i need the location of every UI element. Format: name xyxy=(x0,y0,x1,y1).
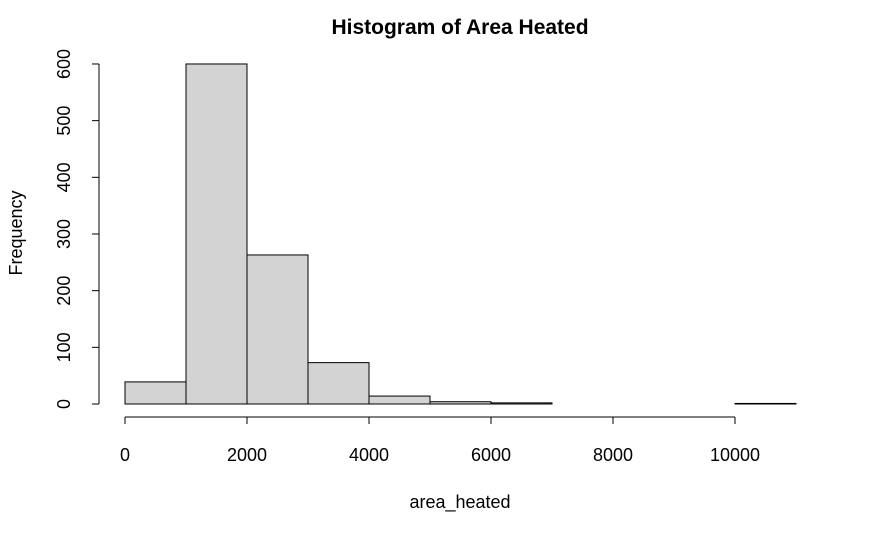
histogram-bar-10 xyxy=(734,402,797,405)
x-tick-label: 4000 xyxy=(349,445,389,465)
y-tick-label: 600 xyxy=(54,49,74,79)
x-tick-label: 2000 xyxy=(227,445,267,465)
histogram-bar-2 xyxy=(246,254,309,405)
y-tick-label: 0 xyxy=(54,399,74,409)
y-tick-label: 500 xyxy=(54,106,74,136)
histogram-bar-5 xyxy=(429,401,492,405)
histogram-bar-4 xyxy=(368,395,431,405)
y-axis-label: Frequency xyxy=(6,190,26,275)
y-tick-label: 300 xyxy=(54,219,74,249)
bars-group xyxy=(124,63,797,405)
x-axis: 0 2000 4000 6000 8000 10000 xyxy=(120,416,760,465)
x-axis-label: area_heated xyxy=(409,492,510,513)
chart-title: Histogram of Area Heated xyxy=(331,16,588,39)
x-tick-label: 6000 xyxy=(471,445,511,465)
x-tick-label: 8000 xyxy=(593,445,633,465)
histogram-bar-1 xyxy=(185,63,248,405)
histogram-bar-3 xyxy=(307,362,370,405)
y-tick-label: 200 xyxy=(54,276,74,306)
y-axis: 0 100 200 300 400 500 600 xyxy=(54,49,100,409)
x-tick-label: 0 xyxy=(120,445,130,465)
y-tick-label: 400 xyxy=(54,162,74,192)
histogram-bar-6 xyxy=(490,402,553,405)
y-tick-label: 100 xyxy=(54,332,74,362)
x-tick-label: 10000 xyxy=(710,445,760,465)
histogram-bar-0 xyxy=(124,381,187,405)
